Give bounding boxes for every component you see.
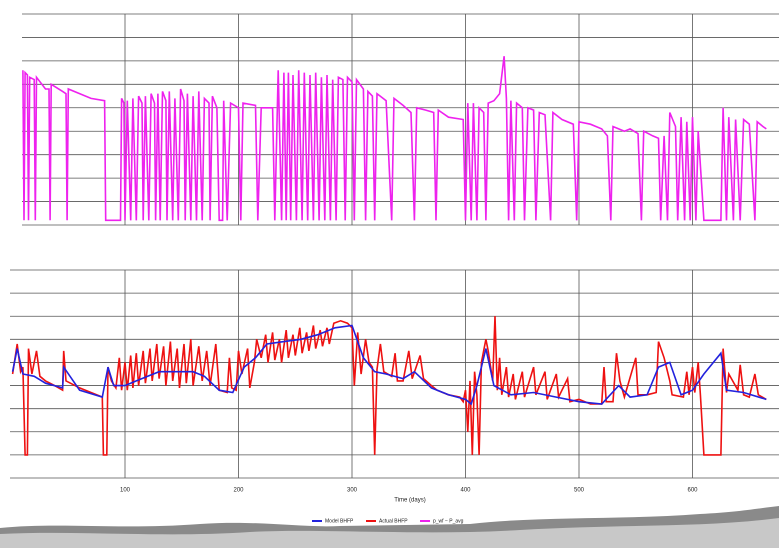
data-line	[11, 316, 767, 456]
torn-edge-shadow	[0, 518, 779, 548]
data-line	[22, 56, 767, 222]
x-tick-label: 400	[460, 488, 471, 494]
legend-label: Actual BHFP	[379, 518, 408, 524]
legend-label: Model BHFP	[325, 518, 354, 524]
data-line	[11, 324, 767, 406]
x-tick-label: 500	[574, 488, 585, 494]
x-tick-label: 300	[347, 488, 358, 494]
legend-label: p_wf − P_avg	[433, 518, 464, 524]
x-tick-label: 100	[120, 488, 131, 494]
x-tick-label: 200	[233, 488, 244, 494]
x-axis-title: Time (days)	[394, 498, 425, 504]
x-tick-label: 600	[687, 488, 698, 494]
